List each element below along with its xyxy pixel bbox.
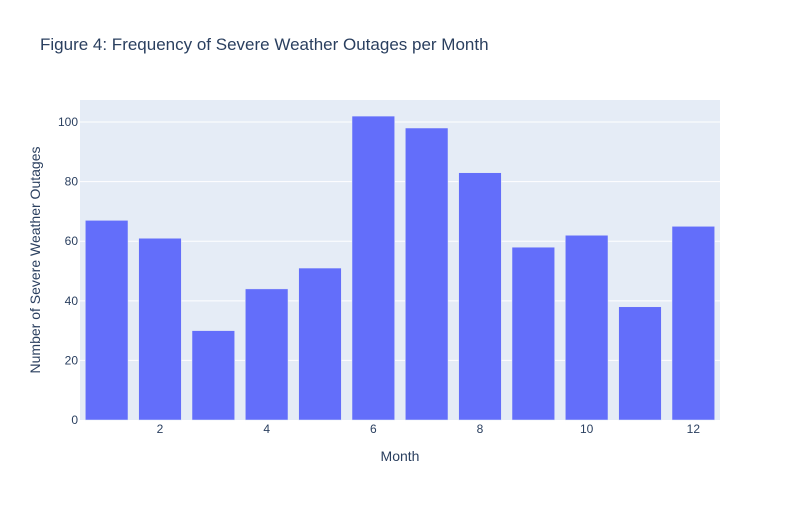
plot-area [80,100,720,420]
y-axis-title: Number of Severe Weather Outages [27,147,43,374]
x-tick-label: 12 [687,422,701,436]
x-tick-label: 8 [477,422,484,436]
bar-month-9 [511,246,555,421]
x-tick-label: 6 [370,422,377,436]
gridlines [80,121,720,361]
y-tick-label: 60 [65,234,79,248]
bar-month-1 [85,220,129,421]
x-tick-label: 2 [157,422,164,436]
bar-month-3 [191,330,235,421]
x-tick-label: 4 [263,422,270,436]
x-axis-title: Month [381,448,420,464]
bars [85,115,715,421]
x-axis-ticks: 2 4 6 8 10 12 [157,422,701,436]
y-tick-label: 80 [65,175,79,189]
bar-month-4 [245,288,289,421]
x-tick-label: 10 [580,422,594,436]
y-tick-label: 100 [58,115,78,129]
bar-month-12 [671,226,715,421]
y-tick-label: 0 [71,413,78,427]
bar-month-7 [405,127,449,421]
bar-month-6 [351,115,395,421]
chart-title: Figure 4: Frequency of Severe Weather Ou… [40,35,489,54]
bar-month-5 [298,267,342,421]
bar-month-8 [458,172,502,421]
bar-month-11 [618,306,662,421]
y-tick-label: 20 [65,353,79,367]
y-axis-ticks: 0 20 40 60 80 100 [58,115,78,427]
bar-month-2 [138,237,182,421]
bar-month-10 [565,235,609,421]
y-tick-label: 40 [65,294,79,308]
